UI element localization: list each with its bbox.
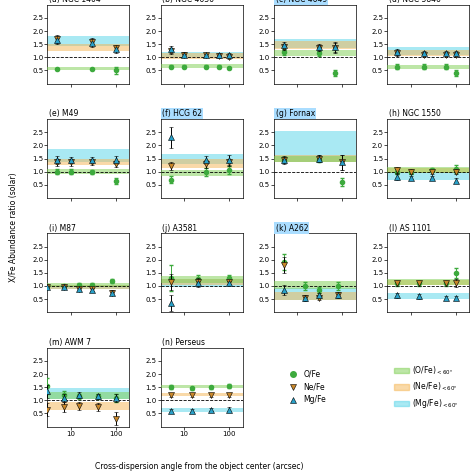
Bar <box>47 67 129 71</box>
Bar <box>47 285 129 289</box>
Bar <box>161 393 243 396</box>
Bar <box>274 292 356 300</box>
Text: (h) NGC 1550: (h) NGC 1550 <box>389 109 441 118</box>
Bar <box>47 402 129 410</box>
Text: (d) NGC 5846: (d) NGC 5846 <box>389 0 441 4</box>
Bar <box>387 50 469 56</box>
Bar <box>274 281 356 289</box>
Legend: O/Fe, Ne/Fe, Mg/Fe: O/Fe, Ne/Fe, Mg/Fe <box>282 367 329 408</box>
Bar <box>274 288 356 300</box>
Bar <box>274 155 356 163</box>
Text: (l) AS 1101: (l) AS 1101 <box>389 224 431 233</box>
Bar <box>387 47 469 55</box>
Bar <box>161 276 243 283</box>
Text: X/Fe Abundance ratio (solar): X/Fe Abundance ratio (solar) <box>9 173 18 283</box>
Bar <box>47 388 129 399</box>
Bar <box>47 283 129 287</box>
Text: (n) Perseus: (n) Perseus <box>162 338 205 347</box>
Text: (g) Fornax: (g) Fornax <box>275 109 315 118</box>
Bar <box>161 52 243 57</box>
Bar <box>161 54 243 59</box>
Bar <box>274 131 356 163</box>
Bar <box>47 392 129 399</box>
Text: Cross-dispersion angle from the object center (arcsec): Cross-dispersion angle from the object c… <box>95 462 303 471</box>
Bar <box>161 279 243 287</box>
Bar <box>47 285 129 289</box>
Bar <box>161 64 243 68</box>
Bar <box>387 172 469 180</box>
Bar <box>274 156 356 163</box>
Text: (c) NGC 4649: (c) NGC 4649 <box>275 0 327 4</box>
Bar <box>161 408 243 411</box>
Legend: (O/Fe)$_{<60^{\prime\prime}}$, (Ne/Fe)$_{<60^{\prime\prime}}$, (Mg/Fe)$_{<60^{\p: (O/Fe)$_{<60^{\prime\prime}}$, (Ne/Fe)$_… <box>391 361 462 413</box>
Bar <box>47 169 129 174</box>
Bar <box>161 170 243 175</box>
Text: (j) A3581: (j) A3581 <box>162 224 198 233</box>
Text: (m) AWM 7: (m) AWM 7 <box>49 338 91 347</box>
Bar <box>387 167 469 173</box>
Bar <box>47 158 129 165</box>
Bar <box>387 293 469 299</box>
Bar <box>387 64 469 69</box>
Bar <box>387 280 469 285</box>
Text: (i) M87: (i) M87 <box>49 224 76 233</box>
Bar <box>161 159 243 168</box>
Bar <box>161 279 243 285</box>
Text: (k) A262: (k) A262 <box>275 224 308 233</box>
Bar <box>274 39 356 48</box>
Bar <box>47 44 129 51</box>
Text: (e) M49: (e) M49 <box>49 109 78 118</box>
Bar <box>274 41 356 49</box>
Bar <box>387 168 469 173</box>
Text: (a) NGC 1404: (a) NGC 1404 <box>49 0 101 4</box>
Text: (b) NGC 4636: (b) NGC 4636 <box>162 0 214 4</box>
Text: (f) HCG 62: (f) HCG 62 <box>162 109 202 118</box>
Bar <box>47 148 129 163</box>
Bar <box>161 154 243 164</box>
Bar <box>387 279 469 285</box>
Bar <box>47 36 129 46</box>
Bar <box>161 385 243 389</box>
Bar <box>274 50 356 56</box>
